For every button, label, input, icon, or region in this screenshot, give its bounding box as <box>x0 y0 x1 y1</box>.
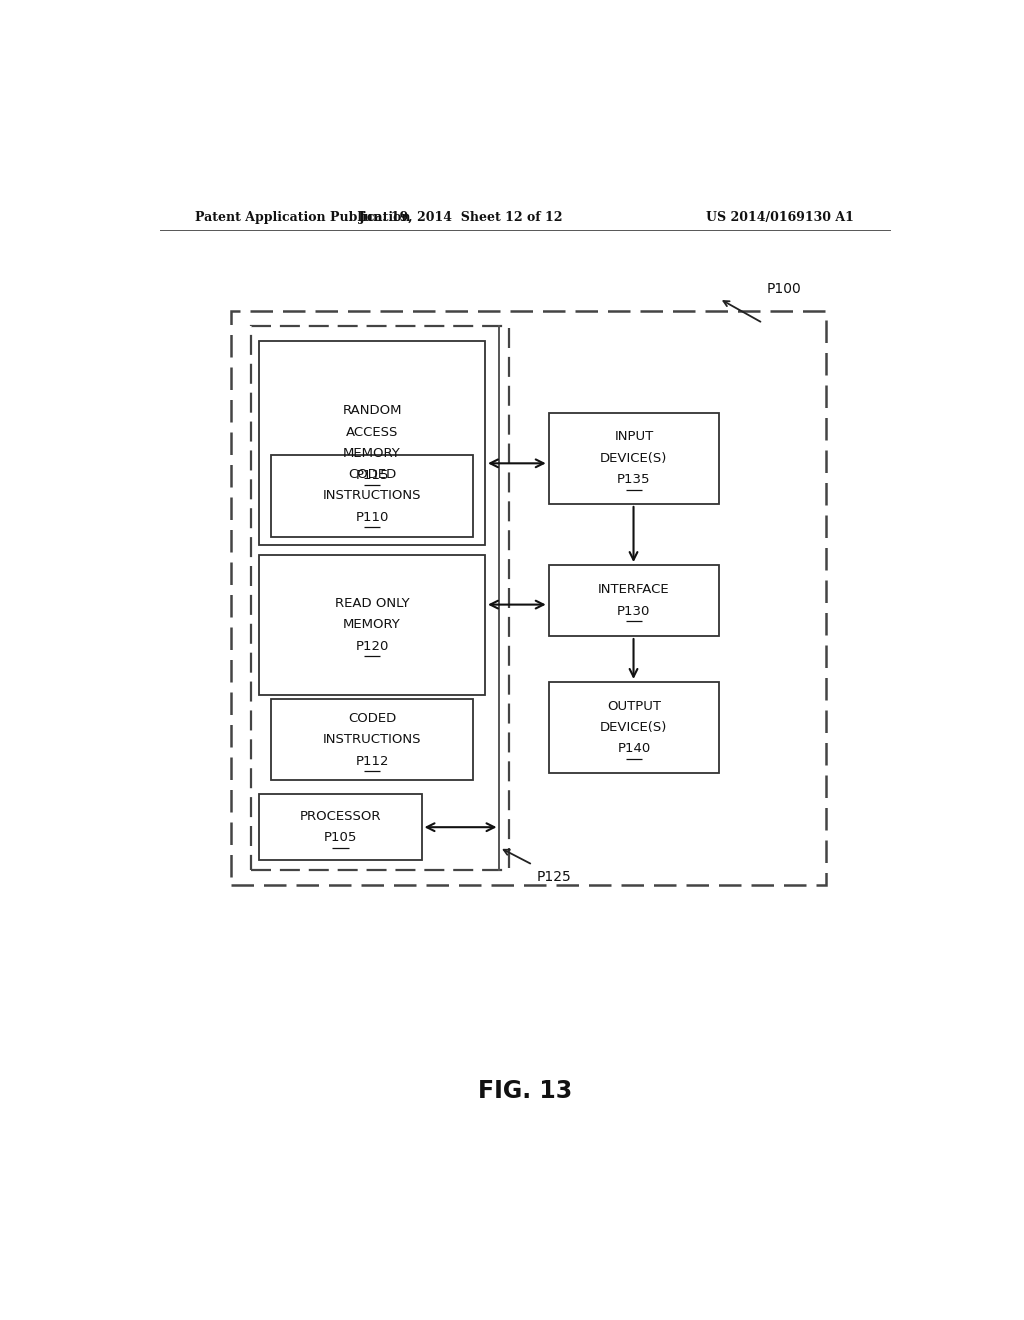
Bar <box>259 342 485 545</box>
Text: US 2014/0169130 A1: US 2014/0169130 A1 <box>707 211 854 224</box>
Bar <box>259 554 485 696</box>
Bar <box>270 455 473 536</box>
Text: P140: P140 <box>617 742 650 755</box>
Text: CODED: CODED <box>348 711 396 725</box>
Text: P105: P105 <box>324 830 357 843</box>
Text: OUTPUT: OUTPUT <box>607 700 660 713</box>
Text: ACCESS: ACCESS <box>346 426 398 438</box>
Bar <box>549 565 719 636</box>
Text: P100: P100 <box>767 281 802 296</box>
Text: PROCESSOR: PROCESSOR <box>300 809 381 822</box>
Text: INSTRUCTIONS: INSTRUCTIONS <box>323 490 421 503</box>
Text: DEVICE(S): DEVICE(S) <box>600 451 668 465</box>
Text: MEMORY: MEMORY <box>343 619 401 631</box>
Text: INPUT: INPUT <box>614 430 653 444</box>
Bar <box>259 793 422 859</box>
Text: Jun. 19, 2014  Sheet 12 of 12: Jun. 19, 2014 Sheet 12 of 12 <box>359 211 563 224</box>
Bar <box>549 413 719 504</box>
Text: READ ONLY: READ ONLY <box>335 597 410 610</box>
Text: INSTRUCTIONS: INSTRUCTIONS <box>323 734 421 746</box>
Text: RANDOM: RANDOM <box>342 404 401 417</box>
Bar <box>231 312 826 886</box>
Text: DEVICE(S): DEVICE(S) <box>600 721 668 734</box>
Text: P112: P112 <box>355 755 389 768</box>
Bar <box>549 682 719 774</box>
Bar <box>270 700 473 780</box>
Text: INTERFACE: INTERFACE <box>598 583 670 597</box>
Text: P135: P135 <box>617 473 650 486</box>
Text: P115: P115 <box>355 469 389 482</box>
Bar <box>251 326 509 870</box>
Text: MEMORY: MEMORY <box>343 447 401 461</box>
Text: P120: P120 <box>355 640 389 653</box>
Text: FIG. 13: FIG. 13 <box>477 1080 572 1104</box>
Text: P110: P110 <box>355 511 389 524</box>
Text: P130: P130 <box>617 605 650 618</box>
Text: P125: P125 <box>537 870 571 884</box>
Text: CODED: CODED <box>348 469 396 480</box>
Text: Patent Application Publication: Patent Application Publication <box>196 211 411 224</box>
